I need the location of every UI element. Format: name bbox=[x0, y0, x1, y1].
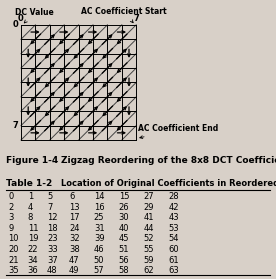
Text: AC Coefficient Start: AC Coefficient Start bbox=[81, 8, 167, 23]
Text: 25: 25 bbox=[94, 213, 104, 222]
Text: 32: 32 bbox=[69, 234, 79, 243]
Text: 55: 55 bbox=[144, 245, 154, 254]
Text: 20: 20 bbox=[8, 245, 19, 254]
Text: 17: 17 bbox=[69, 213, 79, 222]
Text: 7: 7 bbox=[47, 203, 52, 211]
Text: 46: 46 bbox=[94, 245, 104, 254]
Text: 10: 10 bbox=[8, 234, 19, 243]
Text: 6: 6 bbox=[69, 192, 74, 201]
Text: 12: 12 bbox=[47, 213, 57, 222]
Text: 62: 62 bbox=[144, 266, 154, 275]
Text: Figure 1-4: Figure 1-4 bbox=[6, 156, 58, 165]
Text: 45: 45 bbox=[119, 234, 129, 243]
Text: 54: 54 bbox=[168, 234, 179, 243]
Text: Zigzag Reordering of the 8x8 DCT Coefficients: Zigzag Reordering of the 8x8 DCT Coeffic… bbox=[61, 156, 276, 165]
Text: 42: 42 bbox=[168, 203, 179, 211]
Text: 33: 33 bbox=[47, 245, 58, 254]
Text: 60: 60 bbox=[168, 245, 179, 254]
Text: 14: 14 bbox=[94, 192, 104, 201]
Text: 30: 30 bbox=[119, 213, 129, 222]
Text: 2: 2 bbox=[8, 203, 14, 211]
Text: 39: 39 bbox=[94, 234, 104, 243]
Text: 58: 58 bbox=[119, 266, 129, 275]
Text: 38: 38 bbox=[69, 245, 80, 254]
Text: 0: 0 bbox=[8, 192, 14, 201]
Text: 16: 16 bbox=[94, 203, 104, 211]
Text: 7: 7 bbox=[133, 14, 139, 23]
Text: 4: 4 bbox=[28, 203, 33, 211]
Text: 24: 24 bbox=[69, 224, 79, 233]
Text: 56: 56 bbox=[119, 256, 129, 264]
Text: 9: 9 bbox=[8, 224, 14, 233]
Text: 8: 8 bbox=[28, 213, 33, 222]
Text: Table 1-2: Table 1-2 bbox=[6, 179, 52, 188]
Text: 47: 47 bbox=[69, 256, 79, 264]
Text: 5: 5 bbox=[47, 192, 52, 201]
Text: 41: 41 bbox=[144, 213, 154, 222]
Text: 28: 28 bbox=[168, 192, 179, 201]
Text: 53: 53 bbox=[168, 224, 179, 233]
Text: 13: 13 bbox=[69, 203, 79, 211]
Text: 35: 35 bbox=[8, 266, 19, 275]
Text: 15: 15 bbox=[119, 192, 129, 201]
Text: 48: 48 bbox=[47, 266, 57, 275]
Text: 0: 0 bbox=[18, 14, 24, 23]
Text: 3: 3 bbox=[8, 213, 14, 222]
Text: 61: 61 bbox=[168, 256, 179, 264]
Text: 29: 29 bbox=[144, 203, 154, 211]
Text: 43: 43 bbox=[168, 213, 179, 222]
Text: 37: 37 bbox=[47, 256, 58, 264]
Text: DC Value: DC Value bbox=[15, 8, 53, 23]
Text: 50: 50 bbox=[94, 256, 104, 264]
Text: AC Coefficient End: AC Coefficient End bbox=[138, 124, 219, 138]
Text: 59: 59 bbox=[144, 256, 154, 264]
Text: 23: 23 bbox=[47, 234, 57, 243]
Text: 7: 7 bbox=[12, 121, 18, 130]
Text: 40: 40 bbox=[119, 224, 129, 233]
Text: 1: 1 bbox=[28, 192, 33, 201]
Text: 22: 22 bbox=[28, 245, 38, 254]
Text: 63: 63 bbox=[168, 266, 179, 275]
Text: 52: 52 bbox=[144, 234, 154, 243]
Text: 27: 27 bbox=[144, 192, 154, 201]
Text: 44: 44 bbox=[144, 224, 154, 233]
Text: 21: 21 bbox=[8, 256, 19, 264]
Text: 18: 18 bbox=[47, 224, 57, 233]
Text: 31: 31 bbox=[94, 224, 104, 233]
Text: 11: 11 bbox=[28, 224, 38, 233]
Text: 26: 26 bbox=[119, 203, 129, 211]
Text: 19: 19 bbox=[28, 234, 38, 243]
Text: 51: 51 bbox=[119, 245, 129, 254]
Text: 49: 49 bbox=[69, 266, 79, 275]
Text: Location of Original Coefficients in Reordered Block: Location of Original Coefficients in Reo… bbox=[61, 179, 276, 188]
Text: 34: 34 bbox=[28, 256, 38, 264]
Text: 57: 57 bbox=[94, 266, 104, 275]
Text: 36: 36 bbox=[28, 266, 38, 275]
Text: 0: 0 bbox=[12, 20, 18, 29]
